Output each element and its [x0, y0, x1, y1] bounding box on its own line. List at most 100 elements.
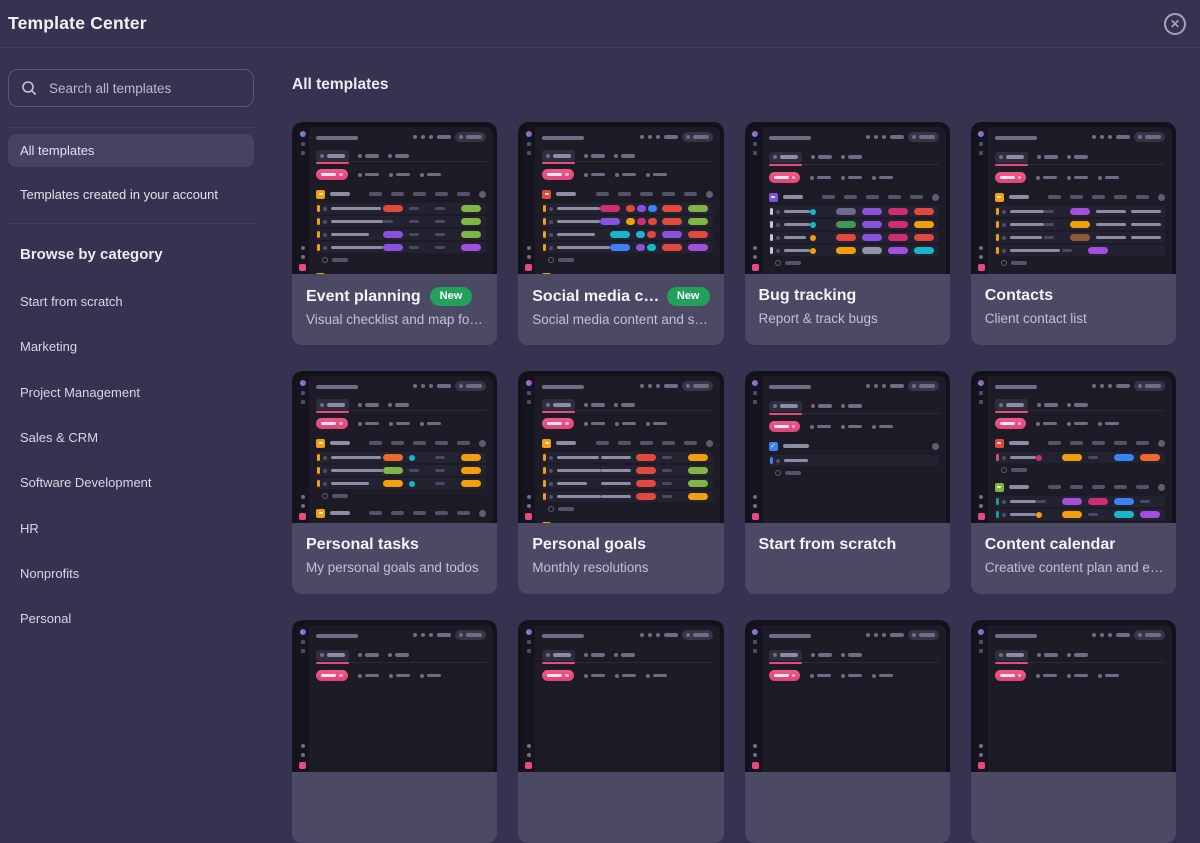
mini-row-cells — [1044, 221, 1161, 228]
bar — [1043, 175, 1058, 180]
deco — [772, 404, 777, 408]
template-card-event-planning[interactable]: Event planning New Visual checklist and ma… — [292, 122, 498, 345]
cell — [913, 208, 935, 215]
mini-add-row — [1000, 260, 1165, 266]
template-card-personal-tasks[interactable]: Personal tasks My personal goals and todo… — [292, 371, 498, 594]
bar — [1010, 261, 1027, 265]
mini-logo — [752, 380, 758, 386]
mini-logo — [978, 131, 985, 137]
mini-filter-item — [583, 421, 605, 426]
deco — [1001, 209, 1006, 214]
pill — [1070, 234, 1090, 241]
cell — [687, 480, 709, 487]
pill — [461, 480, 482, 487]
bar — [782, 195, 803, 199]
cell — [1096, 222, 1126, 227]
mini-share-button — [455, 381, 487, 391]
template-card-row3-10[interactable] — [744, 620, 950, 843]
deco — [775, 458, 780, 463]
category-item-hr[interactable]: HR — [20, 520, 39, 536]
cell — [599, 205, 621, 212]
deco — [323, 206, 327, 211]
template-card-row3-9[interactable] — [518, 620, 724, 843]
modal-body: All templates Templates created in your a… — [0, 48, 1200, 843]
mini-tabs — [316, 399, 487, 413]
template-card-bug-tracking[interactable]: Bug tracking Report & track bugs — [744, 122, 950, 345]
bar — [591, 153, 606, 158]
bar — [457, 511, 471, 515]
bar — [413, 441, 427, 445]
mini-tabs — [542, 150, 713, 164]
bar — [783, 235, 806, 240]
category-item-marketing[interactable]: Marketing — [20, 339, 78, 355]
cell — [1070, 208, 1091, 215]
deco — [358, 153, 362, 158]
template-card-start-from-scratch[interactable]: ✓ Start from scratch — [744, 371, 950, 594]
deco — [1001, 499, 1006, 504]
deco — [979, 246, 984, 250]
mini-filter-item — [841, 424, 862, 429]
template-card-content-calendar[interactable]: Content calendar Creative content plan an… — [970, 371, 1176, 594]
mini-section-header — [994, 191, 1165, 203]
mini-filter-item — [388, 421, 410, 426]
sidebar-item-templates-created-in-your-account[interactable]: Templates created in your account — [20, 187, 218, 202]
bar — [327, 653, 345, 657]
search-box[interactable] — [8, 69, 254, 107]
cell — [635, 480, 657, 487]
bar — [889, 135, 904, 139]
template-card-row3-11[interactable] — [970, 620, 1176, 843]
pill — [687, 493, 708, 500]
deco — [421, 384, 426, 388]
deco — [1108, 135, 1112, 139]
category-item-project-management[interactable]: Project Management — [20, 384, 140, 400]
bar — [1136, 441, 1149, 445]
deco — [614, 421, 619, 426]
card-title-row: Start from scratch — [759, 536, 936, 554]
template-card-row3-8[interactable] — [292, 620, 498, 843]
deco — [841, 424, 845, 429]
browse-by-category-heading: Browse by category — [20, 246, 163, 263]
cell — [461, 480, 482, 487]
cell — [461, 244, 482, 251]
bar — [773, 175, 789, 180]
close-button[interactable]: ✕ — [1164, 12, 1186, 35]
template-card-social-media-c[interactable]: Social media c… New Social media content a… — [518, 122, 724, 345]
mini-task-row — [542, 465, 713, 476]
bar — [617, 441, 631, 445]
bar — [395, 402, 409, 407]
deco — [600, 481, 631, 486]
deco — [300, 504, 305, 508]
deco — [979, 391, 984, 395]
pill — [1088, 247, 1108, 254]
mini-filter-bar — [542, 418, 712, 429]
mini-filter-item — [357, 421, 379, 426]
category-item-start-from-scratch[interactable]: Start from scratch — [20, 294, 123, 310]
search-input[interactable] — [47, 79, 241, 97]
pill — [861, 247, 882, 254]
category-item-software-development[interactable]: Software Development — [20, 475, 152, 491]
category-item-personal[interactable]: Personal — [20, 611, 72, 627]
category-item-nonprofits[interactable]: Nonprofits — [20, 565, 80, 581]
mini-tab — [1036, 402, 1058, 407]
dot — [809, 234, 816, 241]
category-item-sales-crm[interactable]: Sales & CRM — [20, 430, 99, 446]
mini-filter-item — [583, 172, 605, 177]
card-description: Creative content plan and e… — [984, 560, 1162, 575]
bar — [994, 136, 1037, 140]
bar — [435, 441, 449, 445]
cell — [661, 482, 683, 485]
mini-tabs — [994, 648, 1165, 664]
mini-add-row — [548, 257, 712, 263]
sidebar-item-all-templates[interactable]: All templates — [8, 134, 254, 167]
deco — [543, 244, 547, 251]
template-card-contacts[interactable]: Contacts Client contact list — [970, 122, 1176, 345]
bar — [621, 421, 636, 426]
cell — [383, 220, 404, 223]
cell — [661, 244, 683, 251]
mini-task-row — [994, 509, 1165, 520]
mini-user-avatar — [525, 762, 533, 769]
template-thumbnail — [518, 620, 724, 772]
template-card-personal-goals[interactable]: Personal goals Monthly resolutions — [518, 371, 724, 594]
bar — [768, 136, 811, 140]
card-footer — [518, 772, 723, 791]
